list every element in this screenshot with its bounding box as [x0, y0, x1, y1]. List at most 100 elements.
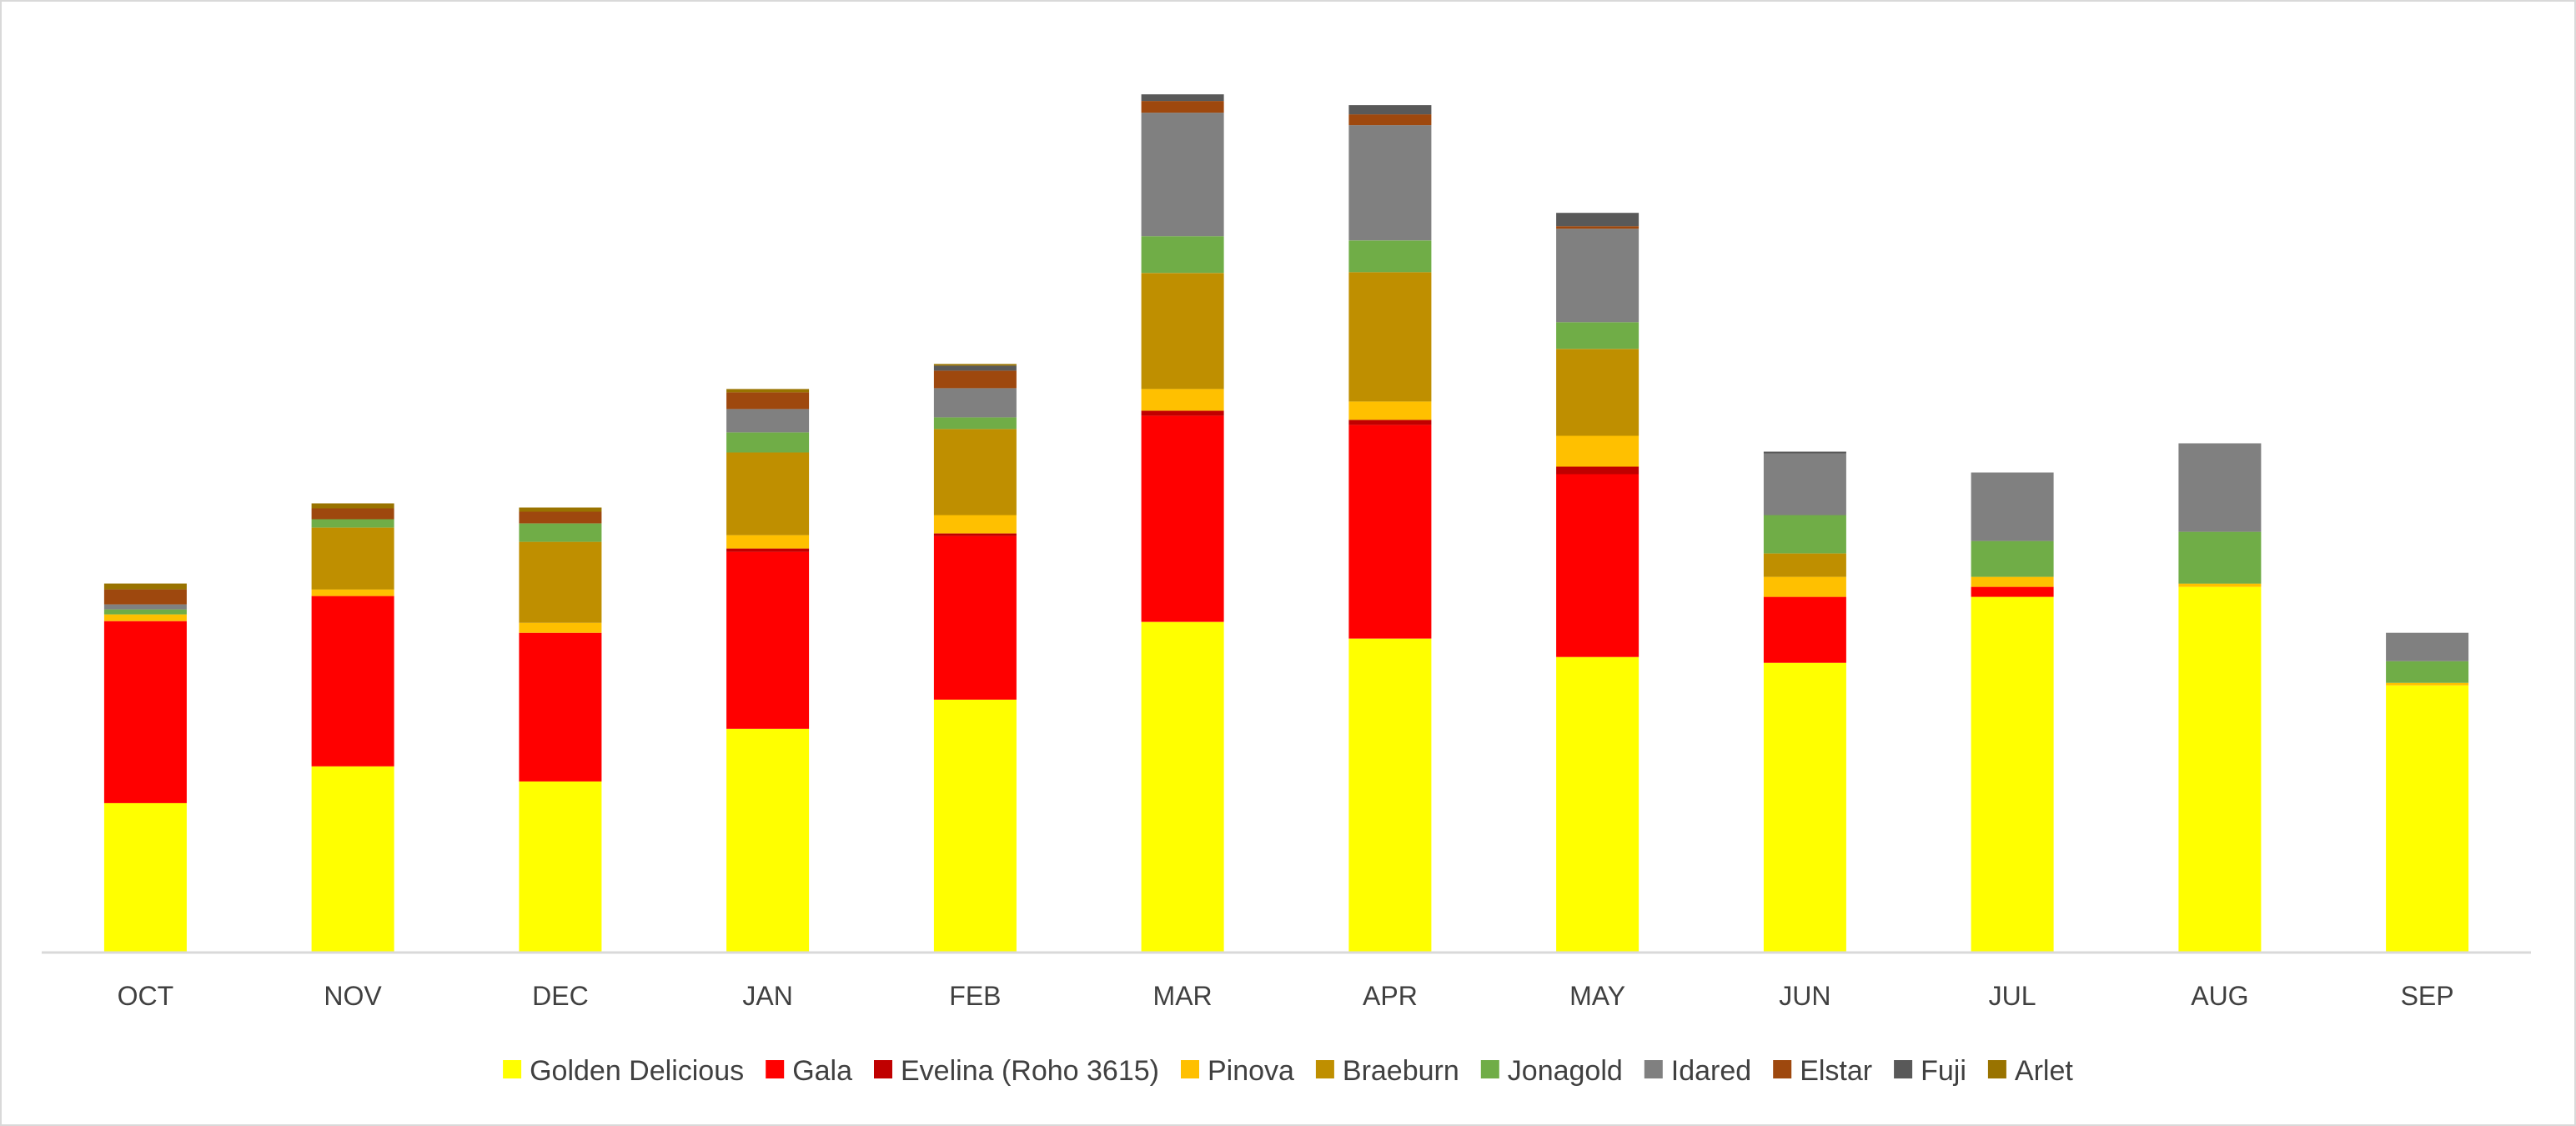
legend-swatch-elstar — [1773, 1060, 1792, 1078]
bar-segment-braeburn-may — [1556, 349, 1640, 436]
bar-segment-pinova-dec — [519, 622, 602, 633]
bar-segment-evelina-roho-3615-jan — [726, 548, 810, 552]
bar-segment-pinova-apr — [1348, 401, 1432, 420]
bar-segment-jonagold-may — [1556, 322, 1640, 349]
bar-segment-fuji-mar — [1141, 94, 1224, 102]
bar-segment-golden-delicious-feb — [933, 699, 1017, 952]
bar-segment-pinova-jun — [1763, 576, 1846, 597]
bar-segment-jonagold-jul — [1971, 540, 2054, 577]
bar-segment-jonagold-jan — [726, 432, 810, 453]
bar-segment-idared-sep — [2386, 632, 2469, 661]
bar-segment-elstar-feb — [933, 370, 1017, 389]
legend-swatch-arlet — [1987, 1060, 2006, 1078]
legend-item-jonagold: Jonagold — [1480, 1055, 1623, 1087]
x-tick-label-jul: JUL — [1989, 981, 2036, 1011]
bar-segment-jonagold-jun — [1763, 515, 1846, 554]
bar-segment-evelina-roho-3615-feb — [933, 533, 1017, 536]
x-tick-label-dec: DEC — [532, 981, 589, 1011]
bar-segment-braeburn-jan — [726, 452, 810, 535]
bar-segment-elstar-may — [1556, 226, 1640, 229]
bar-segment-arlet-dec — [519, 507, 602, 512]
x-tick-label-aug: AUG — [2191, 981, 2248, 1011]
legend-item-elstar: Elstar — [1773, 1055, 1872, 1087]
bar-segment-gala-feb — [933, 535, 1017, 700]
bar-segment-golden-delicious-apr — [1348, 638, 1432, 952]
bar-segment-gala-dec — [519, 632, 602, 782]
bar-segment-evelina-roho-3615-may — [1556, 466, 1640, 475]
bar-segment-braeburn-dec — [519, 541, 602, 623]
bar-segment-jonagold-sep — [2386, 661, 2469, 683]
x-tick-label-feb: FEB — [949, 981, 1001, 1011]
bar-segment-arlet-nov — [311, 503, 394, 509]
bar-segment-pinova-jan — [726, 535, 810, 549]
bar-segment-fuji-apr — [1348, 105, 1432, 115]
bar-segment-fuji-feb — [933, 365, 1017, 371]
legend-swatch-braeburn — [1315, 1060, 1334, 1078]
bar-segment-gala-mar — [1141, 415, 1224, 622]
bar-segment-elstar-mar — [1141, 101, 1224, 113]
bar-segment-jonagold-oct — [103, 609, 187, 615]
bar-segment-jonagold-feb — [933, 417, 1017, 430]
bar-segment-pinova-nov — [311, 589, 394, 596]
bar-segment-golden-delicious-oct — [103, 802, 187, 952]
bar-segment-gala-apr — [1348, 425, 1432, 639]
legend-swatch-gala — [766, 1060, 785, 1078]
legend-item-idared: Idared — [1644, 1055, 1751, 1087]
bar-segment-braeburn-apr — [1348, 272, 1432, 402]
bar-segment-elstar-oct — [103, 589, 187, 605]
bar-segment-elstar-dec — [519, 511, 602, 524]
bar-segment-arlet-feb — [933, 364, 1017, 366]
bar-segment-jonagold-mar — [1141, 236, 1224, 274]
legend-item-fuji: Fuji — [1894, 1055, 1966, 1087]
bar-segment-golden-delicious-may — [1556, 656, 1640, 952]
bar-segment-idared-oct — [103, 604, 187, 610]
bar-segment-gala-jan — [726, 551, 810, 729]
x-axis-tick-labels: OCT NOV DEC JAN FEB MAR APR MAY JUN JUL AUG SEP — [118, 981, 2454, 1011]
bar-segment-jonagold-dec — [519, 523, 602, 542]
x-tick-label-sep: SEP — [2401, 981, 2454, 1011]
bar-segment-elstar-jan — [726, 392, 810, 410]
legend-swatch-pinova — [1181, 1060, 1199, 1078]
legend-item-braeburn: Braeburn — [1315, 1055, 1459, 1087]
legend-item-gala: Gala — [766, 1055, 852, 1087]
bar-segment-pinova-aug — [2178, 583, 2262, 587]
bar-segment-pinova-mar — [1141, 389, 1224, 411]
bar-segment-idared-aug — [2178, 443, 2262, 532]
legend-item-pinova: Pinova — [1181, 1055, 1294, 1087]
bar-segment-idared-jan — [726, 409, 810, 433]
legend-label-fuji: Fuji — [1921, 1055, 1966, 1087]
bar-segment-idared-feb — [933, 388, 1017, 418]
bar-segment-pinova-jul — [1971, 576, 2054, 587]
bar-segment-idared-may — [1556, 229, 1640, 323]
bar-segment-gala-oct — [103, 621, 187, 803]
legend-label-evelina-roho-3615: Evelina (Roho 3615) — [901, 1055, 1159, 1087]
legend-label-gala: Gala — [792, 1055, 852, 1087]
x-tick-label-apr: APR — [1363, 981, 1418, 1011]
bar-segment-jonagold-nov — [311, 519, 394, 528]
legend-item-arlet: Arlet — [1987, 1055, 2073, 1087]
legend-label-braeburn: Braeburn — [1343, 1055, 1459, 1087]
bar-segment-golden-delicious-mar — [1141, 621, 1224, 952]
bars-group — [103, 94, 2469, 952]
legend-label-arlet: Arlet — [2015, 1055, 2073, 1087]
legend-label-idared: Idared — [1671, 1055, 1751, 1087]
legend-label-elstar: Elstar — [1800, 1055, 1872, 1087]
bar-segment-arlet-oct — [103, 583, 187, 590]
legend-swatch-fuji — [1894, 1060, 1913, 1078]
x-tick-label-may: MAY — [1569, 981, 1625, 1011]
legend: Golden Delicious Gala Evelina (Roho 3615) P… — [503, 1055, 2073, 1087]
x-tick-label-jun: JUN — [1779, 981, 1830, 1011]
legend-item-golden-delicious: Golden Delicious — [503, 1055, 744, 1087]
legend-label-pinova: Pinova — [1208, 1055, 1294, 1087]
bar-segment-pinova-oct — [103, 614, 187, 621]
legend-label-jonagold: Jonagold — [1508, 1055, 1623, 1087]
x-tick-label-jan: JAN — [742, 981, 792, 1011]
legend-swatch-golden-delicious — [503, 1060, 522, 1078]
bar-segment-gala-jul — [1971, 586, 2054, 597]
bar-segment-golden-delicious-dec — [519, 781, 602, 952]
bar-segment-fuji-jun — [1763, 451, 1846, 454]
x-tick-label-oct: OCT — [118, 981, 174, 1011]
legend-swatch-jonagold — [1480, 1060, 1499, 1078]
bar-segment-braeburn-jun — [1763, 553, 1846, 577]
